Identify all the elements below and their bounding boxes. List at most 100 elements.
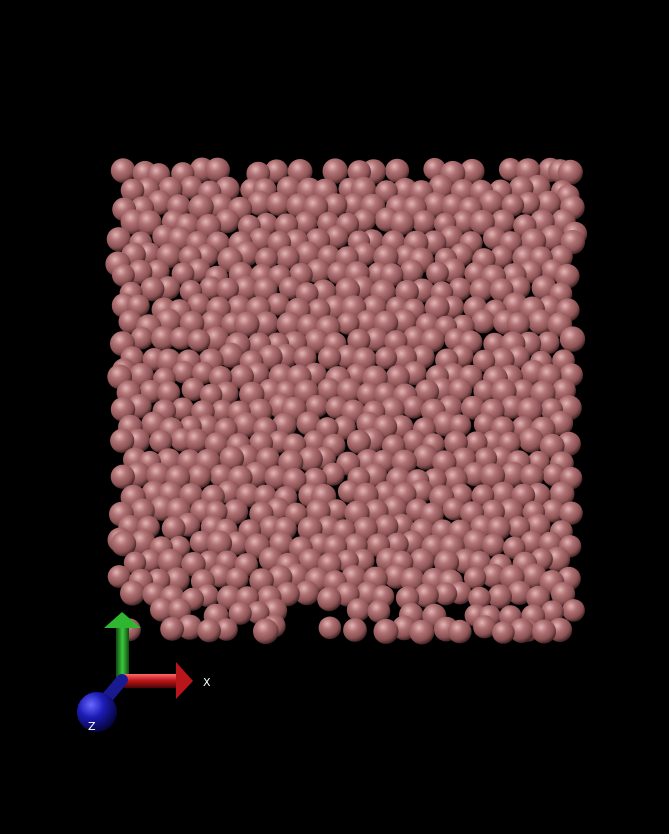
atom-sphere (414, 379, 440, 404)
atom-sphere (172, 360, 195, 384)
atom-sphere (462, 529, 489, 555)
atom-sphere (233, 275, 259, 302)
atom-sphere (471, 309, 496, 334)
atom-sphere (264, 465, 289, 490)
atom-sphere (215, 618, 238, 641)
atom-sphere (527, 309, 553, 335)
atom-sphere (317, 587, 342, 612)
atom-sphere (557, 159, 583, 185)
atom-sphere (282, 468, 307, 492)
atom-sphere (374, 346, 398, 370)
atom-sphere (225, 531, 250, 556)
atom-sphere (215, 209, 240, 234)
atom-sphere (266, 293, 290, 316)
atom-sphere (402, 395, 426, 419)
y-axis-arrowhead-icon (104, 612, 141, 628)
atom-sphere (559, 326, 586, 352)
atom-sphere (507, 580, 532, 605)
atom-sphere (223, 499, 249, 525)
atom-sphere (169, 326, 193, 350)
atom-sphere (409, 548, 435, 574)
z-axis-label: Z (88, 720, 96, 733)
atom-sphere (472, 349, 496, 373)
atom-sphere (171, 262, 195, 286)
atom-sphere (461, 395, 485, 420)
atom-sphere (520, 463, 544, 488)
atom-sphere (187, 329, 211, 352)
atom-sphere (542, 463, 566, 487)
atom-sphere (487, 584, 512, 609)
atom-sphere (459, 158, 485, 184)
atom-sphere (234, 311, 260, 337)
atom-sphere (161, 516, 186, 541)
atom-sphere (187, 293, 211, 317)
atom-sphere (150, 597, 174, 622)
atom-sphere (171, 397, 195, 421)
x-axis-arrowhead-icon (176, 662, 193, 699)
atom-sphere (535, 190, 561, 216)
atom-sphere (199, 276, 223, 300)
atom-sphere (151, 326, 176, 351)
atom-sphere (532, 619, 556, 644)
atom-sphere (343, 618, 367, 642)
y-axis-arrow-icon (116, 628, 129, 680)
atom-sphere (518, 427, 544, 453)
atom-sphere (187, 464, 212, 489)
atom-sphere (500, 461, 526, 488)
atom-sphere (539, 225, 566, 251)
atom-sphere (218, 342, 244, 368)
atom-sphere (374, 514, 399, 539)
atom-sphere (545, 546, 571, 572)
atom-sphere (520, 530, 544, 554)
atom-sphere (448, 378, 473, 402)
atom-sphere (481, 563, 506, 588)
atom-sphere (426, 261, 449, 285)
atom-sphere (110, 428, 135, 453)
atom-sphere (506, 312, 530, 336)
atom-sphere (414, 583, 439, 608)
atom-sphere (192, 361, 215, 385)
atom-sphere (246, 601, 270, 624)
atom-sphere (317, 378, 341, 402)
atom-sphere (364, 327, 389, 352)
atom-sphere (412, 210, 436, 234)
atom-sphere (509, 618, 534, 643)
atom-sphere (492, 621, 515, 644)
atom-sphere (346, 598, 370, 622)
atom-sphere (252, 618, 279, 645)
atom-sphere (318, 616, 342, 640)
atom-sphere (189, 530, 213, 554)
atom-sphere (216, 277, 239, 301)
atom-sphere (448, 277, 472, 301)
atom-sphere (526, 585, 550, 610)
atom-sphere (356, 382, 381, 406)
atom-sphere (559, 501, 583, 525)
atom-sphere (490, 245, 514, 269)
atom-sphere (541, 499, 565, 523)
atom-sphere (473, 379, 497, 403)
atom-sphere (177, 614, 203, 640)
atom-sphere (434, 549, 460, 576)
atom-sphere (468, 586, 491, 610)
atom-sphere (203, 326, 230, 352)
atom-sphere (385, 158, 410, 183)
atom-sphere (412, 444, 439, 470)
atom-sphere (205, 157, 231, 183)
atom-sphere (296, 411, 321, 436)
x-axis-label: X (203, 676, 211, 689)
atom-sphere (275, 245, 300, 270)
atom-sphere (422, 230, 447, 255)
atom-sphere (179, 176, 203, 199)
atom-sphere (275, 582, 300, 607)
atom-sphere (112, 263, 135, 287)
atom-sphere (507, 516, 531, 539)
atom-sphere (157, 381, 181, 405)
atom-sphere (257, 344, 283, 370)
atoms-layer (105, 157, 588, 645)
atom-sphere (276, 311, 302, 338)
atom-sphere (442, 498, 466, 521)
atom-sphere (473, 615, 497, 639)
atom-sphere (463, 566, 487, 590)
